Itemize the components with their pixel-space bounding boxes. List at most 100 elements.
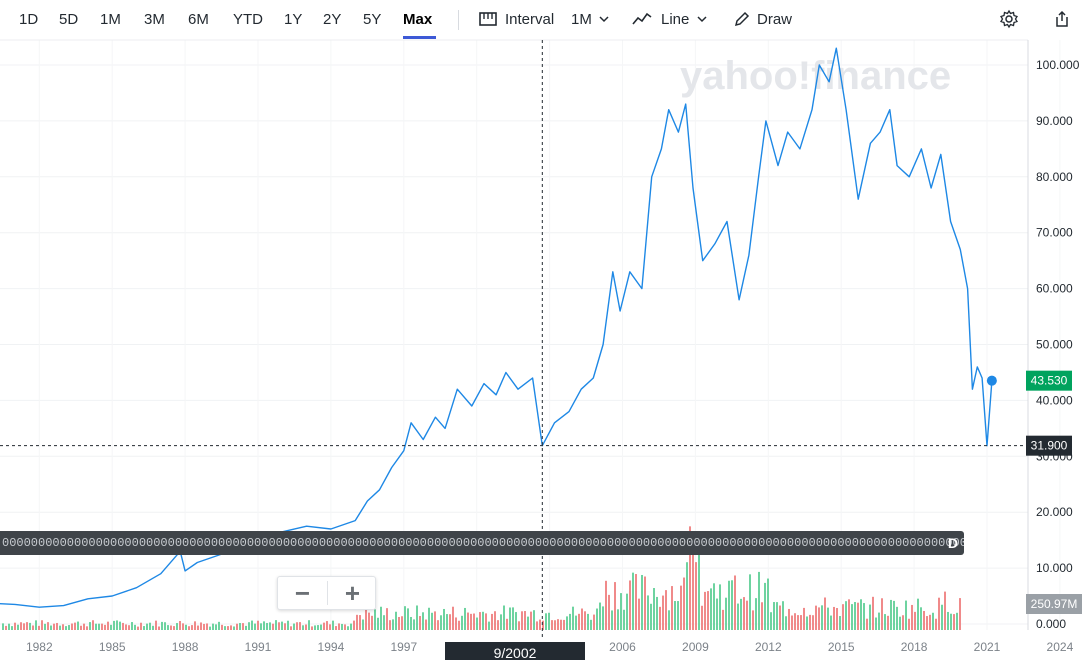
volume-bar [167, 625, 169, 630]
volume-bar [728, 580, 730, 630]
volume-bar [113, 620, 115, 630]
volume-bar [440, 615, 442, 630]
x-tick-label: 2012 [755, 640, 782, 654]
volume-bar [377, 617, 379, 630]
volume-bar [731, 580, 733, 630]
volume-bar [20, 622, 22, 630]
volume-bar [839, 616, 841, 630]
volume-bar [428, 607, 430, 630]
volume-bar [320, 624, 322, 630]
volume-bar [860, 599, 862, 630]
volume-bar [914, 611, 916, 630]
volume-bar [527, 616, 529, 630]
volume-bar [188, 626, 190, 630]
volume-bar [497, 620, 499, 630]
volume-bar [200, 622, 202, 630]
volume-bar [866, 618, 868, 630]
volume-bar [212, 623, 214, 630]
chevron-down-icon[interactable] [598, 14, 610, 24]
volume-bar [602, 606, 604, 630]
volume-bar [77, 621, 79, 630]
y-axis-labels: 0.00010.00020.00030.00040.00050.00060.00… [1036, 58, 1080, 631]
volume-bar [947, 611, 949, 630]
y-tick-label: 10.000 [1036, 561, 1073, 575]
y-tick-label: 0.000 [1036, 617, 1066, 631]
indicator-legend-bar[interactable]: 0000000000000000000000000000000000000000… [0, 531, 964, 555]
y-tick-label: 40.000 [1036, 393, 1073, 407]
share-icon[interactable] [1052, 9, 1072, 29]
volume-bar [230, 625, 232, 630]
volume-bar [350, 623, 352, 630]
volume-bar [644, 576, 646, 630]
current-price-dot [986, 375, 997, 386]
volume-bar [725, 597, 727, 630]
interval-icon[interactable] [478, 9, 498, 29]
pencil-icon[interactable] [732, 9, 752, 29]
volume-bar [674, 601, 676, 630]
y-tick-label: 60.000 [1036, 282, 1073, 296]
volume-bar [794, 613, 796, 630]
volume-bar [698, 531, 700, 630]
volume-bar [689, 526, 691, 630]
y-tick-label: 50.000 [1036, 338, 1073, 352]
range-5d[interactable]: 5D [59, 11, 79, 28]
x-axis-labels: 1982198519881991199419972000200320062009… [26, 640, 1074, 654]
volume-bar [2, 623, 4, 630]
draw-label[interactable]: Draw [757, 11, 793, 28]
range-5y[interactable]: 5Y [363, 11, 382, 28]
legend-tag[interactable]: D [947, 535, 958, 551]
range-1y[interactable]: 1Y [284, 11, 303, 28]
volume-bar [935, 618, 937, 630]
zoom-out-button[interactable]: − [294, 578, 311, 608]
range-max[interactable]: Max [403, 11, 433, 28]
volume-bar [389, 620, 391, 630]
volume-bar [413, 619, 415, 630]
x-tick-label: 2021 [974, 640, 1001, 654]
volume-bar [206, 623, 208, 630]
volume-bar [317, 625, 319, 630]
zoom-in-button[interactable]: + [344, 578, 361, 608]
volume-bar [341, 623, 343, 630]
volume-bar [443, 608, 445, 630]
volume-bar [611, 610, 613, 630]
volume-bar [305, 624, 307, 630]
volume-bar [452, 606, 454, 630]
range-2y[interactable]: 2Y [323, 11, 342, 28]
line-chart-icon[interactable] [631, 9, 653, 29]
volume-bar [959, 598, 961, 630]
interval-value[interactable]: 1M [571, 11, 592, 28]
volume-bar [104, 624, 106, 630]
y-tick-label: 80.000 [1036, 170, 1073, 184]
volume-bar [470, 613, 472, 630]
volume-bar [32, 625, 34, 630]
x-tick-label: 2006 [609, 640, 636, 654]
volume-bar [488, 621, 490, 630]
volume-bar [845, 601, 847, 630]
interval-label[interactable]: Interval [505, 11, 555, 28]
range-6m[interactable]: 6M [188, 11, 209, 28]
volume-bar [629, 580, 631, 630]
volume-bar [575, 615, 577, 630]
volume-bar [737, 603, 739, 630]
range-ytd[interactable]: YTD [233, 11, 263, 28]
volume-bar [368, 612, 370, 630]
range-1d[interactable]: 1D [19, 11, 39, 28]
volume-bar [827, 607, 829, 630]
volume-bar [680, 585, 682, 630]
volume-bar [800, 615, 802, 630]
volume-bar [95, 623, 97, 630]
range-3m[interactable]: 3M [144, 11, 165, 28]
chart-type-label[interactable]: Line [661, 11, 690, 28]
volume-bar [293, 623, 295, 630]
volume-bar [830, 615, 832, 630]
range-1m[interactable]: 1M [100, 11, 121, 28]
volume-bar [239, 623, 241, 630]
volume-bar [521, 611, 523, 630]
volume-bar [668, 610, 670, 630]
volume-bar [314, 625, 316, 630]
volume-bar [815, 605, 817, 630]
gear-icon[interactable] [999, 9, 1019, 29]
volume-bar [161, 621, 163, 630]
chevron-down-icon[interactable] [696, 14, 708, 24]
